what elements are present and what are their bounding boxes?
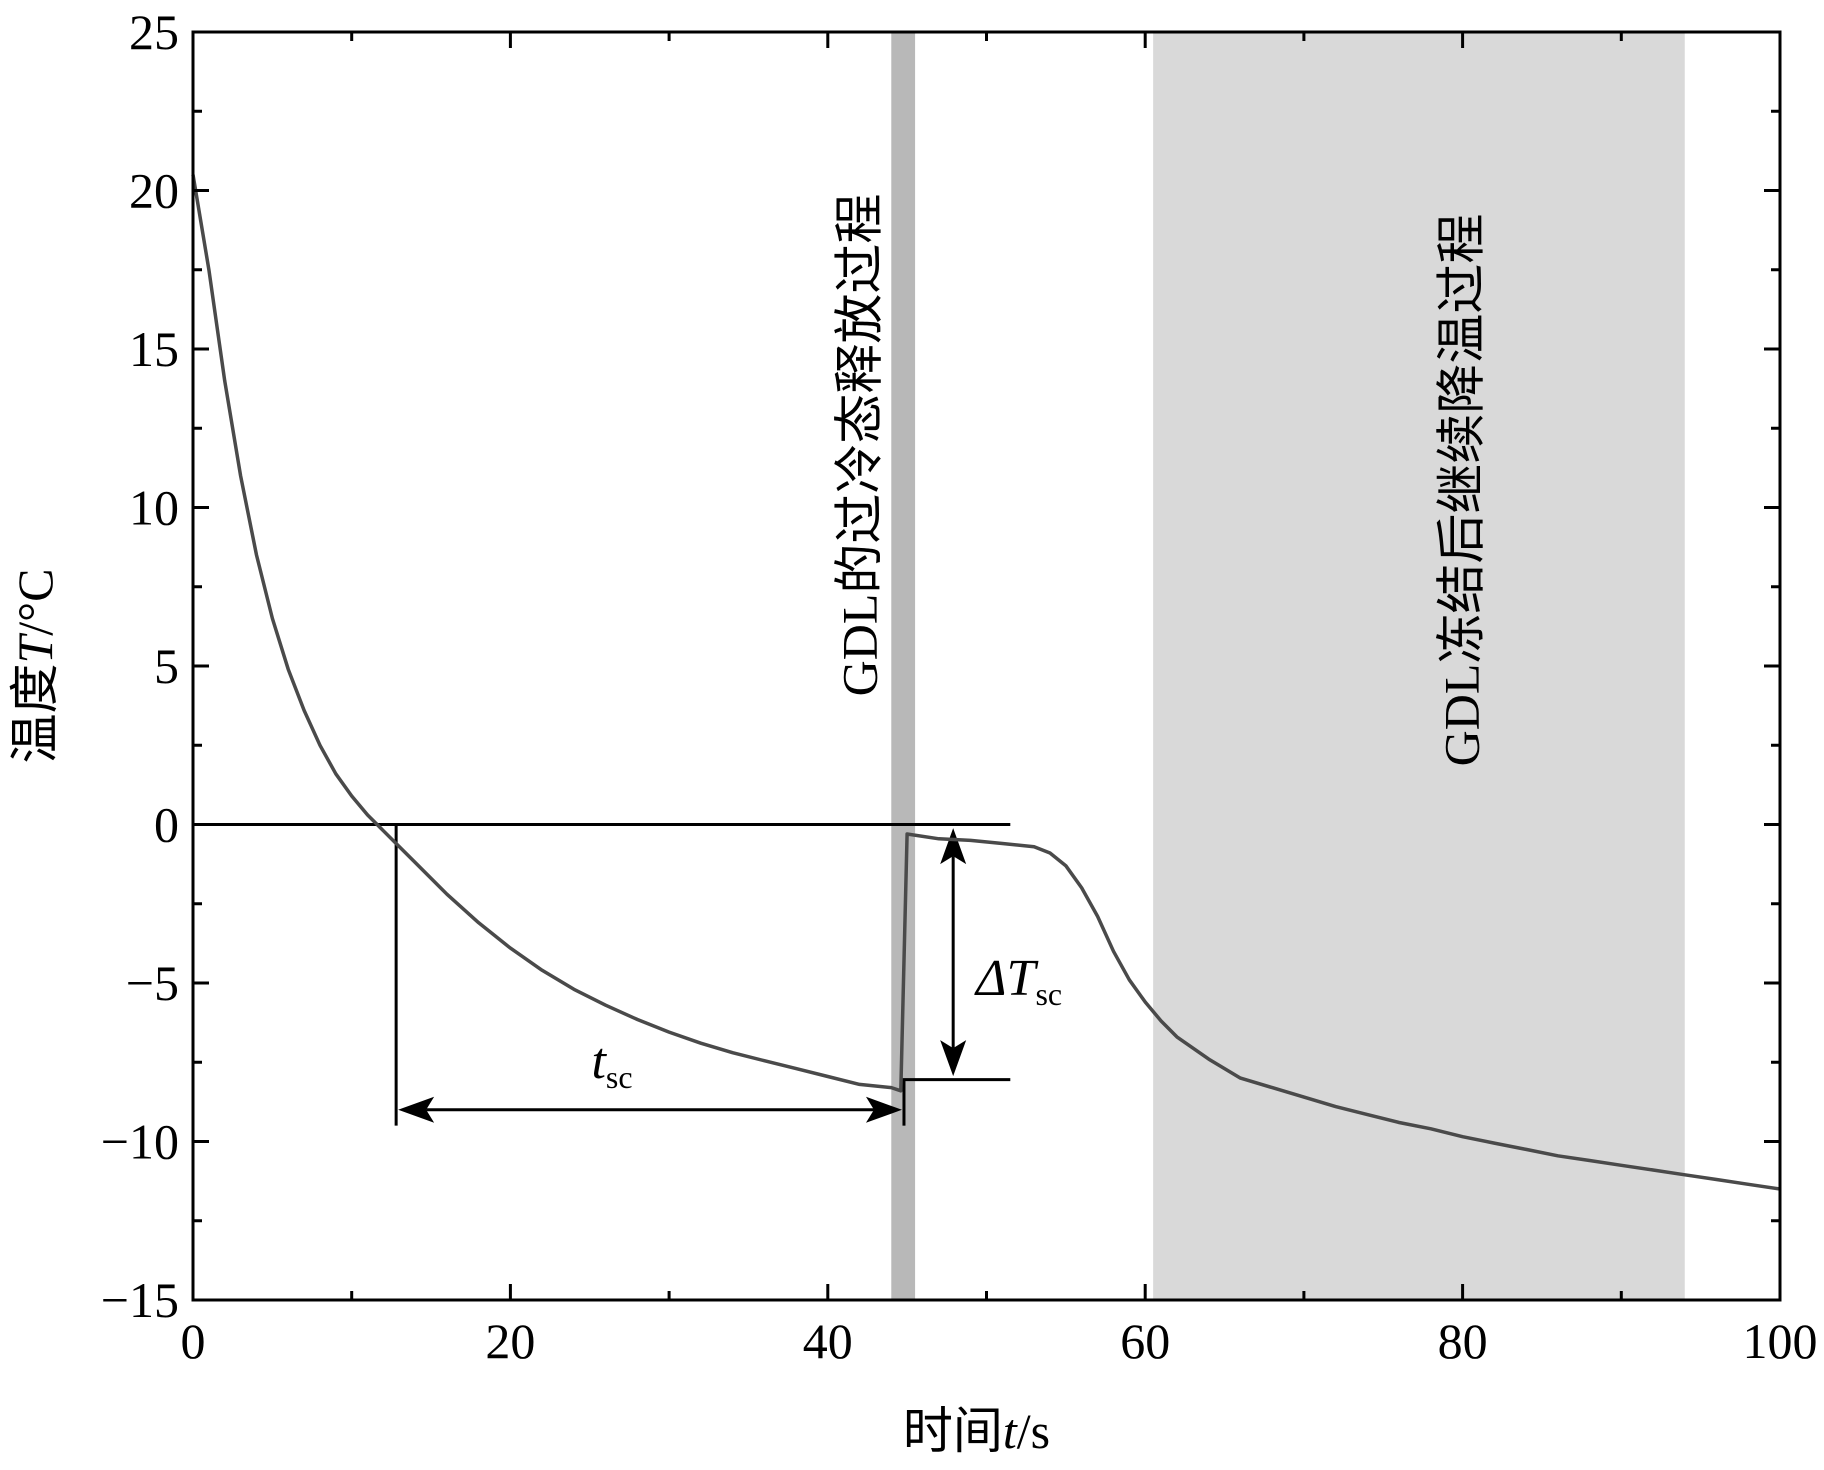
y-tick-label: 10: [129, 480, 179, 536]
x-tick-label: 100: [1743, 1313, 1818, 1369]
x-tick-label: 20: [485, 1313, 535, 1369]
y-axis-title-suffix: /°C: [7, 568, 63, 635]
y-tick-label: 20: [129, 163, 179, 219]
shaded-regions: [891, 32, 1685, 1300]
dT-sc-arrow-head-bottom: [940, 1040, 967, 1077]
t-sc-arrow-head-right: [865, 1096, 902, 1123]
t-sc-label-main: t: [591, 1033, 607, 1090]
region-label-1: GDL的过冷态释放过程: [831, 194, 887, 697]
x-axis-ticks: 0 20 40 60 80 100: [181, 32, 1818, 1369]
dT-sc-label-sub: sc: [1035, 976, 1062, 1012]
region-labels: GDL的过冷态释放过程 GDL冻结后继续降温过程: [831, 194, 1489, 767]
x-tick-label: 80: [1438, 1313, 1488, 1369]
y-tick-label: −10: [101, 1114, 179, 1170]
y-axis-title-var: T: [7, 633, 63, 664]
region-label-2: GDL冻结后继续降温过程: [1433, 214, 1489, 767]
x-tick-label: 40: [803, 1313, 853, 1369]
t-sc-label-sub: sc: [606, 1059, 633, 1095]
x-axis-title: 时间t/s: [903, 1403, 1050, 1459]
y-axis-title-prefix: 温度: [7, 664, 63, 764]
temperature-line-1: [191, 174, 1781, 1191]
y-tick-label: 15: [129, 321, 179, 377]
x-axis-title-var: t: [1003, 1403, 1018, 1459]
y-tick-label: 5: [154, 638, 179, 694]
shaded-region-2: [1153, 32, 1685, 1300]
y-tick-label: −5: [126, 955, 179, 1011]
dT-sc-label: ΔTsc: [974, 950, 1062, 1012]
shaded-region-1: [891, 32, 916, 1300]
x-tick-label: 60: [1120, 1313, 1170, 1369]
dT-sc-arrow-head-top: [940, 828, 967, 865]
x-axis-title-prefix: 时间: [903, 1403, 1003, 1459]
series-layer: [191, 174, 1781, 1191]
x-tick-label: 0: [181, 1313, 206, 1369]
y-tick-label: 0: [154, 797, 179, 853]
y-axis-title: 温度T/°C: [7, 568, 63, 763]
y-axis-ticks: 25 20 15 10 5 0 −5 −10 −15: [101, 4, 1780, 1328]
dT-sc-label-main: ΔT: [974, 950, 1039, 1007]
t-sc-label: tsc: [591, 1033, 632, 1095]
y-tick-label: 25: [129, 4, 179, 60]
t-sc-arrow-head-left: [398, 1096, 435, 1123]
y-tick-label: −15: [101, 1272, 179, 1328]
x-axis-title-suffix: /s: [1017, 1403, 1050, 1459]
